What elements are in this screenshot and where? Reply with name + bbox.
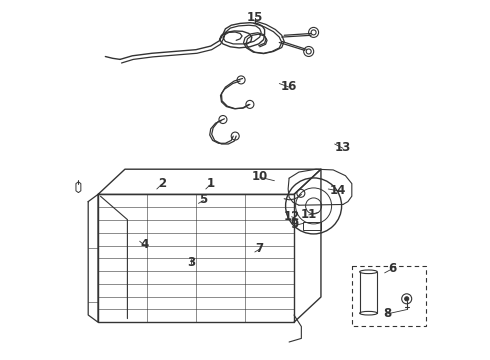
Bar [352,266,426,326]
Bar [303,222,321,230]
Text: 13: 13 [335,141,351,154]
Text: 2: 2 [158,177,166,190]
Text: 4: 4 [141,238,148,251]
Text: 3: 3 [187,256,195,269]
Text: 1: 1 [207,177,215,190]
Text: 12: 12 [283,210,300,222]
Text: 9: 9 [290,219,298,231]
Text: 6: 6 [388,262,396,275]
Text: 7: 7 [256,242,264,255]
Circle shape [405,297,409,301]
Text: 5: 5 [199,193,207,206]
Text: 15: 15 [246,11,263,24]
Text: 14: 14 [330,184,346,197]
Text: 10: 10 [251,170,268,183]
Text: 16: 16 [281,80,297,93]
Text: 8: 8 [383,307,391,320]
Text: 11: 11 [300,208,317,221]
